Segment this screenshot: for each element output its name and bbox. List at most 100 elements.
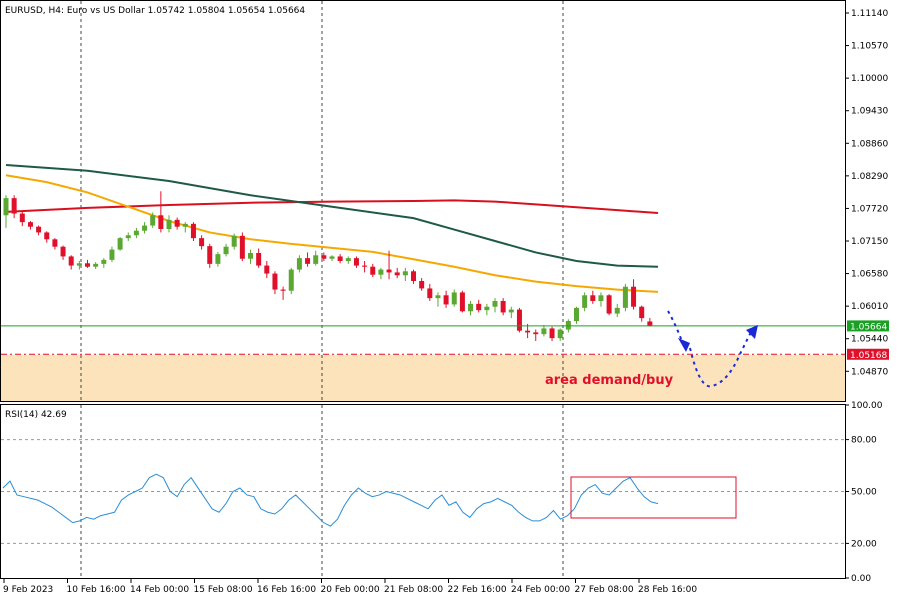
candle-body bbox=[264, 265, 270, 274]
time-tick-label: 16 Feb 16:00 bbox=[257, 585, 316, 595]
candle-body bbox=[182, 223, 188, 227]
price-tick-label: 1.06580 bbox=[851, 270, 888, 280]
candle-body bbox=[248, 253, 253, 259]
candle-body bbox=[190, 223, 196, 239]
time-tick-label: 22 Feb 16:00 bbox=[448, 585, 507, 595]
price-tick-label: 1.09430 bbox=[851, 107, 888, 117]
demand-zone bbox=[1, 354, 845, 401]
candle-body bbox=[101, 259, 107, 264]
price-tick-label: 1.07720 bbox=[851, 204, 888, 214]
price-tick-label: 1.10570 bbox=[851, 42, 888, 52]
time-tick-label: 24 Feb 00:00 bbox=[511, 585, 570, 595]
candle-body bbox=[378, 269, 384, 275]
rsi-levels bbox=[1, 439, 845, 544]
candle-body bbox=[427, 288, 433, 299]
time-tick-label: 27 Feb 08:00 bbox=[575, 585, 634, 595]
ma-mid-line bbox=[5, 164, 659, 268]
candle-body bbox=[459, 292, 465, 312]
time-tick-label: 15 Feb 08:00 bbox=[194, 585, 253, 595]
candle-body bbox=[117, 238, 123, 250]
current-price-tag: 1.05664 bbox=[847, 320, 889, 332]
candle-body bbox=[353, 258, 359, 266]
candle-body bbox=[598, 295, 604, 301]
rsi-tick-label: 100.00 bbox=[851, 401, 883, 411]
price-tick-label: 1.06010 bbox=[851, 302, 888, 312]
candle-body bbox=[125, 235, 131, 239]
candle-body bbox=[133, 230, 139, 236]
candle-body bbox=[11, 198, 17, 214]
candle-body bbox=[158, 215, 164, 229]
candle-body bbox=[85, 263, 90, 267]
price-tick-label: 1.04870 bbox=[851, 367, 888, 377]
time-tick-label: 28 Feb 16:00 bbox=[638, 585, 697, 595]
candle-body bbox=[468, 303, 474, 312]
candle-body bbox=[484, 306, 490, 311]
candle-body bbox=[549, 328, 555, 339]
candle-body bbox=[288, 269, 294, 291]
candle-body bbox=[557, 329, 563, 339]
candle-body bbox=[109, 249, 115, 260]
candle-body bbox=[215, 254, 221, 264]
rsi-tick-label: 20.00 bbox=[851, 539, 877, 549]
candle-body bbox=[533, 332, 539, 335]
ma-slow-line bbox=[5, 199, 659, 214]
candle-body bbox=[27, 222, 33, 227]
candles bbox=[3, 191, 653, 341]
candle-body bbox=[76, 263, 82, 266]
candle-body bbox=[394, 272, 400, 276]
candle-body bbox=[500, 301, 506, 313]
price-tick-label: 1.10000 bbox=[851, 74, 888, 84]
candle-body bbox=[362, 265, 368, 267]
candle-body bbox=[52, 239, 58, 247]
moving-averages bbox=[5, 164, 659, 293]
candle-body bbox=[223, 246, 229, 255]
price-tick-label: 1.05440 bbox=[851, 335, 888, 345]
price-axis: 1.11140 1.10570 1.10000 1.09430 1.08860 1.082… bbox=[845, 9, 888, 377]
chart-header: EURUSD, H4: Euro vs US Dollar 1.05742 1.… bbox=[5, 6, 305, 16]
candle-body bbox=[476, 303, 482, 311]
candle-body bbox=[19, 213, 25, 223]
rsi-tick-label: 50.00 bbox=[851, 488, 877, 498]
candle-body bbox=[174, 219, 180, 227]
candle-body bbox=[68, 256, 74, 266]
forecast-arrow-up bbox=[746, 325, 758, 339]
candle-body bbox=[574, 307, 579, 321]
forecast-arrow-down bbox=[678, 338, 690, 352]
candle-body bbox=[516, 309, 522, 331]
candle-body bbox=[622, 286, 628, 308]
rsi-tick-label: 0.00 bbox=[851, 574, 871, 584]
candle-body bbox=[256, 253, 262, 266]
support-price-label: 1.05168 bbox=[850, 351, 887, 361]
candle-body bbox=[402, 271, 408, 276]
candle-body bbox=[590, 295, 596, 301]
candle-body bbox=[451, 292, 457, 305]
candle-body bbox=[150, 215, 156, 226]
annotation-text: area demand/buy bbox=[545, 373, 674, 388]
rsi-highlight-box bbox=[570, 476, 737, 519]
candle-body bbox=[305, 258, 311, 264]
candle-body bbox=[199, 238, 205, 247]
time-tick-label: 14 Feb 00:00 bbox=[130, 585, 189, 595]
rsi-line bbox=[2, 473, 659, 527]
support-price-tag: 1.05168 bbox=[847, 348, 889, 361]
time-tick-label: 10 Feb 16:00 bbox=[67, 585, 126, 595]
current-price-label: 1.05664 bbox=[850, 322, 887, 332]
candle-body bbox=[280, 289, 286, 291]
candle-body bbox=[231, 235, 237, 247]
time-axis: 9 Feb 2023 10 Feb 16:00 14 Feb 00:00 15 Feb… bbox=[3, 579, 697, 595]
rsi-header: RSI(14) 42.69 bbox=[5, 410, 67, 420]
price-tick-label: 1.08290 bbox=[851, 172, 888, 182]
candle-body bbox=[614, 307, 620, 314]
candle-body bbox=[435, 295, 441, 299]
candle-body bbox=[44, 232, 50, 240]
price-tick-label: 1.07150 bbox=[851, 237, 888, 247]
candle-body bbox=[508, 309, 514, 313]
candle-body bbox=[492, 301, 498, 307]
candle-body bbox=[631, 286, 637, 307]
candle-body bbox=[337, 256, 343, 261]
candle-body bbox=[525, 330, 531, 333]
candle-body bbox=[239, 235, 245, 259]
forecast-path bbox=[667, 310, 753, 388]
candle-body bbox=[386, 269, 392, 273]
